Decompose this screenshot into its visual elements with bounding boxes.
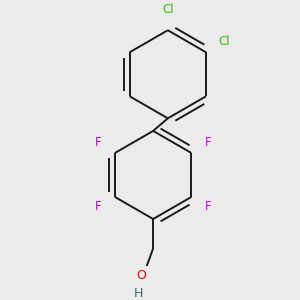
- Text: F: F: [94, 136, 101, 149]
- Text: F: F: [205, 136, 212, 149]
- Text: Cl: Cl: [218, 35, 230, 48]
- Text: O: O: [137, 269, 146, 282]
- Text: F: F: [205, 200, 212, 214]
- Text: H: H: [134, 287, 143, 300]
- Text: F: F: [94, 200, 101, 214]
- Text: Cl: Cl: [162, 3, 174, 16]
